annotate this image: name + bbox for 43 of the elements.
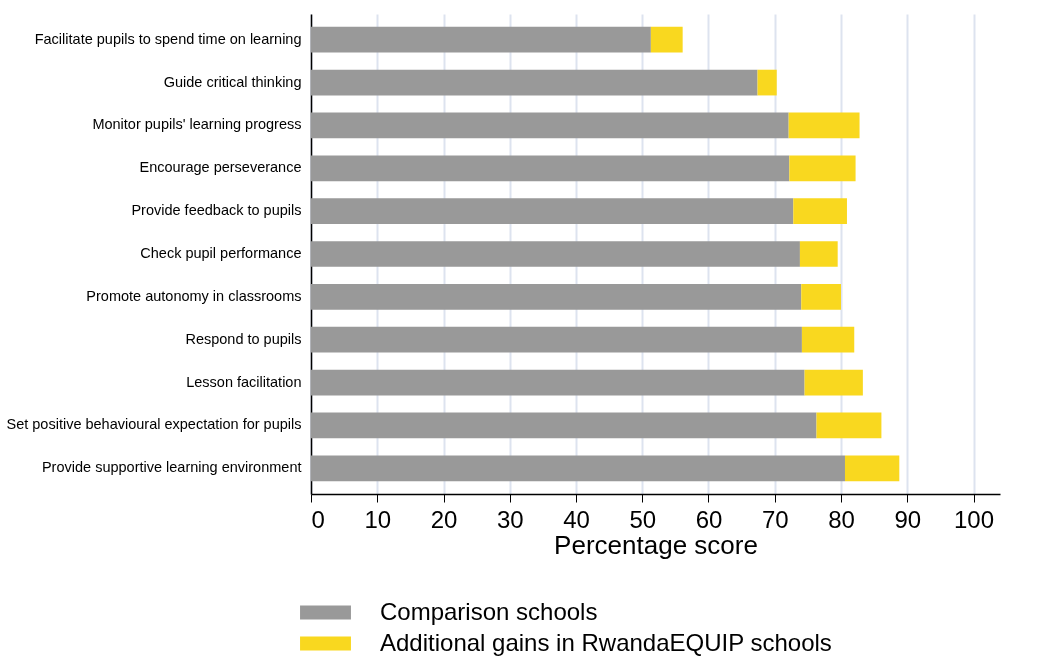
y-tick-label: Facilitate pupils to spend time on learning — [34, 30, 302, 47]
bar — [311, 241, 800, 267]
bar — [311, 326, 802, 353]
legend-label: Additional gains in RwandaEQUIP schools — [380, 628, 832, 656]
bar — [804, 369, 863, 396]
bar — [801, 284, 841, 310]
bar — [793, 198, 847, 224]
bar — [844, 455, 900, 482]
y-tick-label: Guide critical thinking — [163, 73, 302, 90]
x-tick-label: 10 — [364, 505, 392, 533]
bar — [311, 455, 845, 482]
bar — [311, 369, 805, 396]
y-tick-label: Check pupil performance — [140, 245, 302, 261]
bar — [311, 26, 651, 53]
bar — [311, 284, 802, 310]
y-tick-label: Provide supportive learning environment — [41, 459, 302, 476]
y-tick-label: Provide feedback to pupils — [131, 202, 302, 219]
bar — [801, 326, 855, 353]
bar — [311, 112, 789, 139]
bar — [650, 26, 683, 53]
y-tick-label: Respond to pupils — [185, 330, 302, 347]
bar — [311, 155, 790, 182]
x-tick-label: 80 — [828, 505, 855, 533]
x-tick-label: 70 — [761, 505, 789, 533]
legend-label: Comparison schools — [380, 597, 598, 625]
bar — [311, 69, 758, 96]
bar — [788, 112, 860, 139]
y-tick-label: Encourage perseverance — [139, 159, 302, 176]
bar — [311, 412, 817, 439]
bar — [799, 241, 838, 267]
x-tick-label: 20 — [430, 505, 458, 533]
y-tick-label: Set positive behavioural expectation for pupils — [6, 416, 302, 433]
x-tick-label: 90 — [894, 505, 922, 533]
x-tick-label: 30 — [496, 505, 524, 533]
y-tick-label: Lesson facilitation — [186, 373, 302, 390]
y-tick-label: Monitor pupils' learning progress — [92, 116, 302, 133]
bar — [816, 412, 882, 439]
bar — [311, 198, 794, 224]
x-tick-label: 100 — [953, 505, 995, 533]
bar — [789, 155, 856, 182]
bar — [757, 69, 777, 96]
x-tick-label: 0 — [311, 505, 325, 533]
y-tick-label: Promote autonomy in classrooms — [86, 287, 302, 304]
